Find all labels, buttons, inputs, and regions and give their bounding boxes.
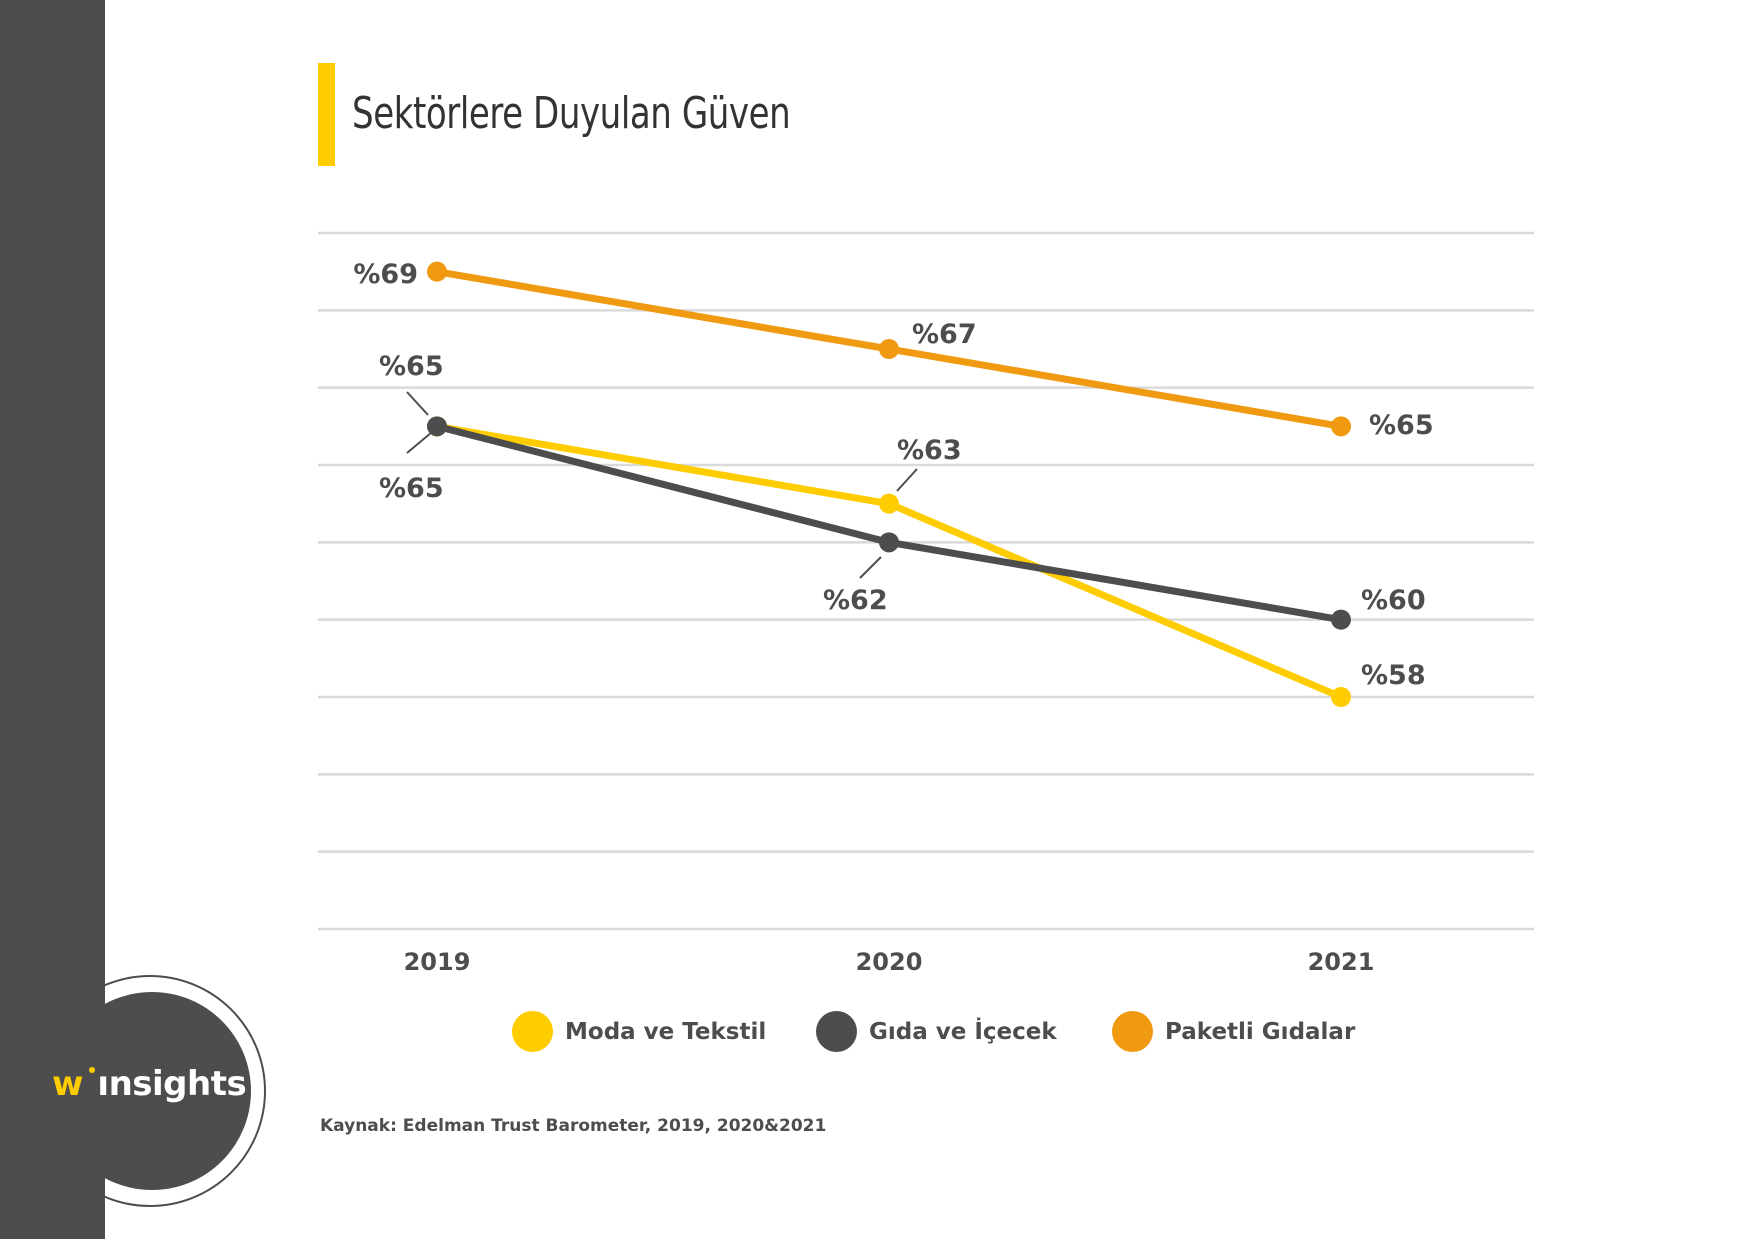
data-label: %63	[897, 435, 962, 466]
data-label: %60	[1361, 585, 1426, 616]
legend-label: Moda ve Tekstil	[565, 1018, 767, 1045]
data-point	[427, 261, 447, 282]
data-labels: %69 %67 %65 %65 %65 %63 %62 %60 %58	[353, 259, 1433, 691]
logo-w: w	[52, 1064, 84, 1104]
legend-item-moda-ve-tekstil: Moda ve Tekstil	[512, 1011, 766, 1052]
data-label: %58	[1361, 660, 1426, 691]
leader-line	[859, 556, 882, 579]
legend-swatch-gray-icon	[816, 1011, 857, 1052]
label-leader-lines	[406, 391, 918, 579]
data-label: %65	[1369, 410, 1434, 441]
legend-item-paketli-gidalar: Paketli Gıdalar	[1112, 1011, 1355, 1052]
x-tick-label: 2020	[856, 948, 923, 976]
series-lines	[436, 268, 1343, 701]
logo-dot-icon	[89, 1067, 96, 1073]
page-title: Sektörlere Duyulan Güven	[352, 88, 791, 139]
sidebar-panel-overlay	[0, 0, 105, 1239]
legend-label: Gıda ve İçecek	[869, 1018, 1057, 1045]
data-point	[879, 339, 899, 359]
title-accent-bar	[318, 63, 335, 166]
data-label: %67	[912, 319, 977, 350]
series-line-1	[436, 422, 1342, 624]
x-tick-label: 2021	[1308, 948, 1375, 976]
x-axis-labels: 2019 2020 2021	[404, 948, 1375, 976]
winsights-logo: w ınsights	[52, 1064, 247, 1112]
legend-swatch-orange-icon	[1112, 1011, 1153, 1052]
data-point	[1331, 609, 1351, 630]
data-point	[879, 532, 899, 553]
leader-line	[896, 468, 918, 492]
data-point	[879, 493, 899, 514]
x-tick-label: 2019	[404, 948, 471, 976]
data-point	[1331, 416, 1351, 437]
line-chart: %69 %67 %65 %65 %65 %63 %62 %60 %58 2019 2020 2021	[318, 231, 1534, 976]
legend-item-gida-ve-icecek: Gıda ve İçecek	[816, 1011, 1057, 1052]
data-label: %62	[823, 585, 888, 616]
leader-line	[406, 431, 433, 454]
source-note: Kaynak: Edelman Trust Barometer, 2019, 2…	[320, 1116, 827, 1136]
data-point	[1331, 687, 1351, 707]
data-point	[427, 416, 447, 437]
data-label: %65	[379, 351, 444, 382]
data-label: %65	[379, 473, 444, 504]
data-points	[427, 261, 1351, 707]
legend-label: Paketli Gıdalar	[1165, 1018, 1356, 1045]
logo-text: ınsights	[97, 1064, 247, 1104]
legend-swatch-yellow-icon	[512, 1011, 553, 1052]
series-line-0	[436, 422, 1343, 701]
leader-line	[406, 391, 429, 416]
data-label: %69	[353, 259, 418, 290]
